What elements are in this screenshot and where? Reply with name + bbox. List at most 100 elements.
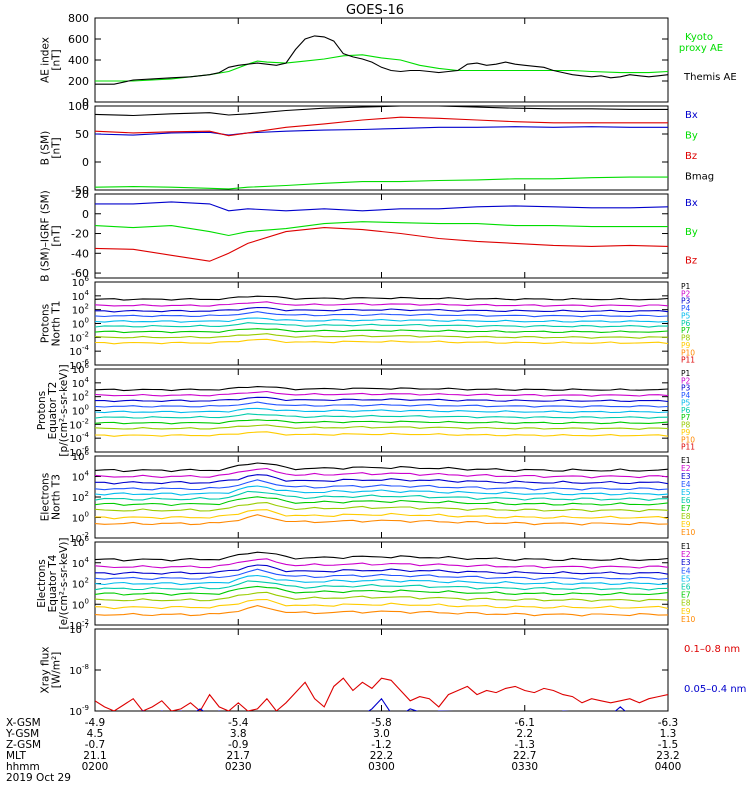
footer-value: -0.7 (85, 739, 106, 751)
series-line-e6 (95, 580, 668, 591)
series-line-p8 (95, 333, 668, 339)
legend-item: E10 (681, 528, 696, 537)
legend-item: Bx (685, 198, 698, 209)
legend-item: E1 (681, 542, 691, 551)
legend-item: E7 (681, 591, 691, 600)
y-axis-label: Electrons (36, 559, 48, 608)
legend-item: E7 (681, 504, 691, 513)
series-group (95, 386, 668, 437)
series-line-p4 (95, 311, 668, 318)
footer-value: -6.3 (658, 717, 679, 729)
footer-value: -1.5 (658, 739, 679, 751)
y-tick-label: 106 (72, 535, 90, 549)
y-tick-label: 0 (82, 208, 89, 221)
series-line-e10 (95, 514, 668, 526)
series-line-e5 (95, 485, 668, 496)
series-line-p1 (95, 295, 668, 301)
y-axis-label: Equator T2 (47, 382, 59, 440)
legend-item: Bx (685, 110, 698, 121)
legend-item: P7 (681, 413, 691, 422)
series-line-e10 (95, 605, 668, 617)
y-tick-label: 100 (72, 317, 89, 331)
series-line-p5 (95, 317, 668, 323)
legend-item: P6 (681, 406, 691, 415)
y-axis-label: [e/(cm²-s-sr-keV)] (58, 538, 70, 630)
y-axis-label: [W/m²] (51, 652, 63, 689)
series-group (95, 201, 668, 262)
series-line-p7 (95, 419, 668, 425)
orbit-footer: X-GSM -4.9 -5.4 -5.8 -6.1 -6.3 Y-GSM 4.5 3.8 3.0 2… (5, 717, 681, 784)
series-group (95, 35, 668, 85)
footer-row-label: X-GSM (6, 717, 41, 729)
panel-frame (94, 281, 669, 366)
y-tick-label: 20 (75, 188, 89, 201)
series-line-e6 (95, 490, 668, 501)
y-tick-label: 10-8 (69, 663, 89, 677)
legend-item: P6 (681, 319, 691, 328)
legend-item: P5 (681, 311, 691, 320)
series-line-e9 (95, 598, 668, 610)
series-line-bmag (95, 106, 668, 117)
series-line-e4 (95, 479, 668, 491)
y-tick-label: 106 (72, 275, 90, 289)
series-line-themis-ae (95, 35, 668, 85)
y-axis-label: [nT] (51, 49, 63, 70)
legend-item: 0.05–0.4 nm (684, 684, 746, 695)
series-line-e4 (95, 568, 668, 581)
y-axis-label: Protons (40, 304, 52, 343)
footer-value: 0230 (225, 761, 252, 773)
series-line-p9 (95, 338, 668, 345)
series-group (95, 551, 668, 617)
y-tick-label: 10-4 (69, 431, 89, 445)
series-line-p4 (95, 401, 668, 408)
y-tick-label: -60 (71, 267, 89, 280)
y-tick-label: 102 (72, 303, 89, 317)
y-tick-label: 0 (82, 96, 89, 109)
y-axis-label: [p/(cm²-s-sr-keV)] (58, 364, 70, 456)
legend-item: P9 (681, 428, 691, 437)
y-axis-label: North T1 (51, 301, 63, 347)
legend-item: Kyoto (685, 32, 713, 43)
y-axis-label: Xray flux (40, 647, 52, 694)
series-line-bz (95, 227, 668, 262)
y-tick-label: 10-2 (69, 330, 89, 344)
footer-row-label: MLT (6, 750, 26, 762)
y-tick-label: 100 (72, 597, 89, 611)
series-line-p3 (95, 396, 668, 403)
y-tick-label: -40 (71, 247, 89, 260)
panel-2: -50 0 50 100 B (SM) [nT] Bx By Bz Bmag (40, 100, 715, 197)
legend-item: P8 (681, 421, 691, 430)
legend-item: P11 (681, 356, 695, 365)
series-line-p1 (95, 386, 668, 392)
footer-value: 2.2 (516, 728, 533, 740)
panel-frame (94, 17, 669, 103)
series-line-p5 (95, 407, 668, 414)
legend: 0.1–0.8 nm 0.05–0.4 nm (684, 644, 746, 695)
footer-value: -1.2 (371, 739, 392, 751)
legend-item: E2 (681, 550, 691, 559)
series-line-kyoto-proxy-ae (95, 54, 668, 82)
y-tick-label: 104 (72, 376, 90, 390)
legend-item: P11 (681, 443, 695, 452)
y-tick-label: 10-4 (69, 344, 89, 358)
footer-value: 3.0 (373, 728, 390, 740)
legend-item: By (685, 131, 698, 142)
footer-value: 23.2 (656, 750, 679, 762)
y-axis-label: [nT] (51, 137, 63, 158)
series-line-p8 (95, 424, 668, 430)
legend-item: E4 (681, 566, 691, 575)
legend-item: Bz (685, 256, 697, 267)
series-line-p7 (95, 328, 668, 334)
legend-item: E9 (681, 607, 691, 616)
legend-item: P5 (681, 398, 691, 407)
panel-frame (94, 193, 669, 279)
footer-value: 3.8 (230, 728, 247, 740)
legend-item: By (685, 227, 698, 238)
series-line-bx (95, 201, 668, 212)
panel-frame (94, 368, 669, 453)
